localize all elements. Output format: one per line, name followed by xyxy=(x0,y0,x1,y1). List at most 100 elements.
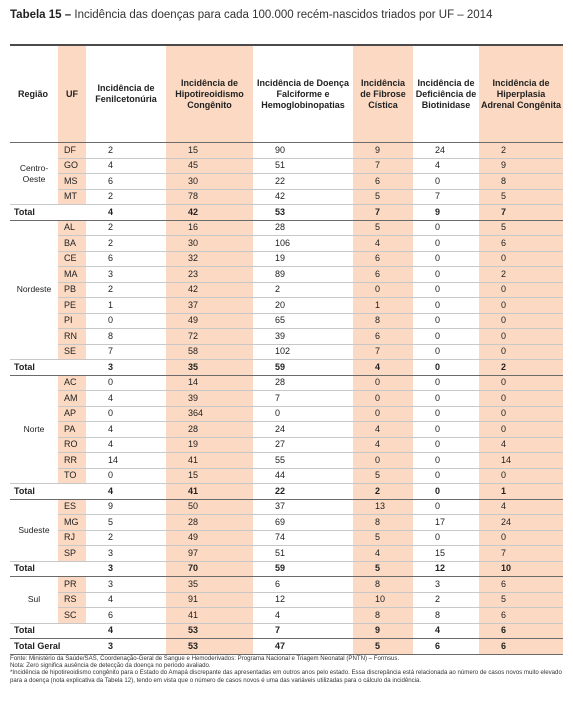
value-cell: 0 xyxy=(413,468,479,484)
table-row: MS 6 30 22 6 0 8 xyxy=(10,173,563,190)
value-cell: 42 xyxy=(253,189,353,205)
total-value: 2 xyxy=(353,483,413,500)
value-cell: 5 xyxy=(353,189,413,205)
value-cell: 102 xyxy=(253,344,353,360)
value-cell: 28 xyxy=(253,219,353,236)
value-cell: 0 xyxy=(413,313,479,329)
table-row: CE 6 32 19 6 0 0 xyxy=(10,251,563,267)
value-cell: 49 xyxy=(166,530,253,546)
uf-cell: PE xyxy=(58,297,86,314)
total-value: 7 xyxy=(353,204,413,221)
title-dash: – xyxy=(64,9,72,21)
table-body: Centro-Oeste DF 2 15 90 9 24 2 GO 4 45 51 7 4 9 MS 6 30 22… xyxy=(10,142,563,655)
value-cell: 0 xyxy=(413,390,479,407)
uf-cell: MT xyxy=(58,189,86,205)
table-row: SP 3 97 51 4 15 7 xyxy=(10,545,563,562)
value-cell: 0 xyxy=(353,282,413,298)
grand-total-label: Total Geral xyxy=(10,638,86,655)
value-cell: 0 xyxy=(413,530,479,546)
value-cell: 42 xyxy=(166,282,253,298)
value-cell: 0 xyxy=(479,297,563,314)
value-cell: 24 xyxy=(253,421,353,438)
total-value: 7 xyxy=(479,204,563,221)
value-cell: 6 xyxy=(479,607,563,624)
value-cell: 14 xyxy=(166,374,253,391)
table-row: RN 8 72 39 6 0 0 xyxy=(10,328,563,345)
total-value: 12 xyxy=(413,561,479,577)
value-cell: 8 xyxy=(353,313,413,329)
uf-cell: RN xyxy=(58,328,86,345)
value-cell: 3 xyxy=(86,266,166,283)
value-cell: 49 xyxy=(166,313,253,329)
value-cell: 0 xyxy=(413,498,479,515)
value-cell: 37 xyxy=(253,498,353,515)
total-value: 4 xyxy=(86,204,166,221)
total-value: 4 xyxy=(353,359,413,376)
region-name: Sudeste xyxy=(10,498,58,562)
region-name: Centro-Oeste xyxy=(10,142,58,205)
value-cell: 0 xyxy=(479,406,563,422)
value-cell: 14 xyxy=(86,452,166,469)
uf-cell: RJ xyxy=(58,530,86,546)
value-cell: 0 xyxy=(479,313,563,329)
value-cell: 2 xyxy=(253,282,353,298)
value-cell: 4 xyxy=(86,437,166,453)
total-label: Total xyxy=(10,483,86,500)
value-cell: 0 xyxy=(413,374,479,391)
table-row: MA 3 23 89 6 0 2 xyxy=(10,266,563,283)
total-value: 1 xyxy=(479,483,563,500)
value-cell: 4 xyxy=(86,592,166,608)
value-cell: 12 xyxy=(253,592,353,608)
value-cell: 50 xyxy=(166,498,253,515)
table-row: RS 4 91 12 10 2 5 xyxy=(10,592,563,608)
value-cell: 3 xyxy=(86,545,166,562)
uf-cell: PR xyxy=(58,576,86,593)
grand-total-value: 6 xyxy=(479,638,563,655)
value-cell: 10 xyxy=(353,592,413,608)
total-value: 5 xyxy=(353,561,413,577)
value-cell: 0 xyxy=(479,328,563,345)
value-cell: 0 xyxy=(86,406,166,422)
value-cell: 69 xyxy=(253,514,353,531)
value-cell: 0 xyxy=(479,530,563,546)
total-value: 0 xyxy=(413,359,479,376)
col-fenil: Incidência de Fenilcetonúria xyxy=(86,46,166,143)
uf-cell: ES xyxy=(58,498,86,515)
table-row: AM 4 39 7 0 0 0 xyxy=(10,390,563,407)
value-cell: 74 xyxy=(253,530,353,546)
col-falci: Incidência de Doença Falciforme e Hemogl… xyxy=(253,46,353,143)
total-value: 10 xyxy=(479,561,563,577)
value-cell: 19 xyxy=(166,437,253,453)
total-row: Total 4 42 53 7 9 7 xyxy=(10,204,563,221)
value-cell: 7 xyxy=(86,344,166,360)
value-cell: 72 xyxy=(166,328,253,345)
value-cell: 5 xyxy=(353,468,413,484)
value-cell: 0 xyxy=(413,297,479,314)
value-cell: 9 xyxy=(479,158,563,174)
col-fibrose: Incidência de Fibrose Cística xyxy=(353,46,413,143)
value-cell: 19 xyxy=(253,251,353,267)
region-name: Nordeste xyxy=(10,219,58,360)
value-cell: 106 xyxy=(253,235,353,252)
table-row: RJ 2 49 74 5 0 0 xyxy=(10,530,563,546)
value-cell: 2 xyxy=(86,530,166,546)
uf-cell: AC xyxy=(58,374,86,391)
table-row: Sul PR 3 35 6 8 3 6 xyxy=(10,576,563,624)
value-cell: 0 xyxy=(413,266,479,283)
value-cell: 0 xyxy=(413,406,479,422)
table-row: MG 5 28 69 8 17 24 xyxy=(10,514,563,531)
col-regiao: Região xyxy=(10,46,58,143)
value-cell: 4 xyxy=(86,390,166,407)
table-row: TO 0 15 44 5 0 0 xyxy=(10,468,563,484)
uf-cell: BA xyxy=(58,235,86,252)
value-cell: 0 xyxy=(479,344,563,360)
total-label: Total xyxy=(10,561,86,577)
value-cell: 37 xyxy=(166,297,253,314)
value-cell: 0 xyxy=(353,406,413,422)
region-name: Sul xyxy=(10,576,58,624)
value-cell: 6 xyxy=(479,235,563,252)
value-cell: 2 xyxy=(86,282,166,298)
value-cell: 8 xyxy=(353,607,413,624)
value-cell: 5 xyxy=(479,189,563,205)
value-cell: 7 xyxy=(353,158,413,174)
